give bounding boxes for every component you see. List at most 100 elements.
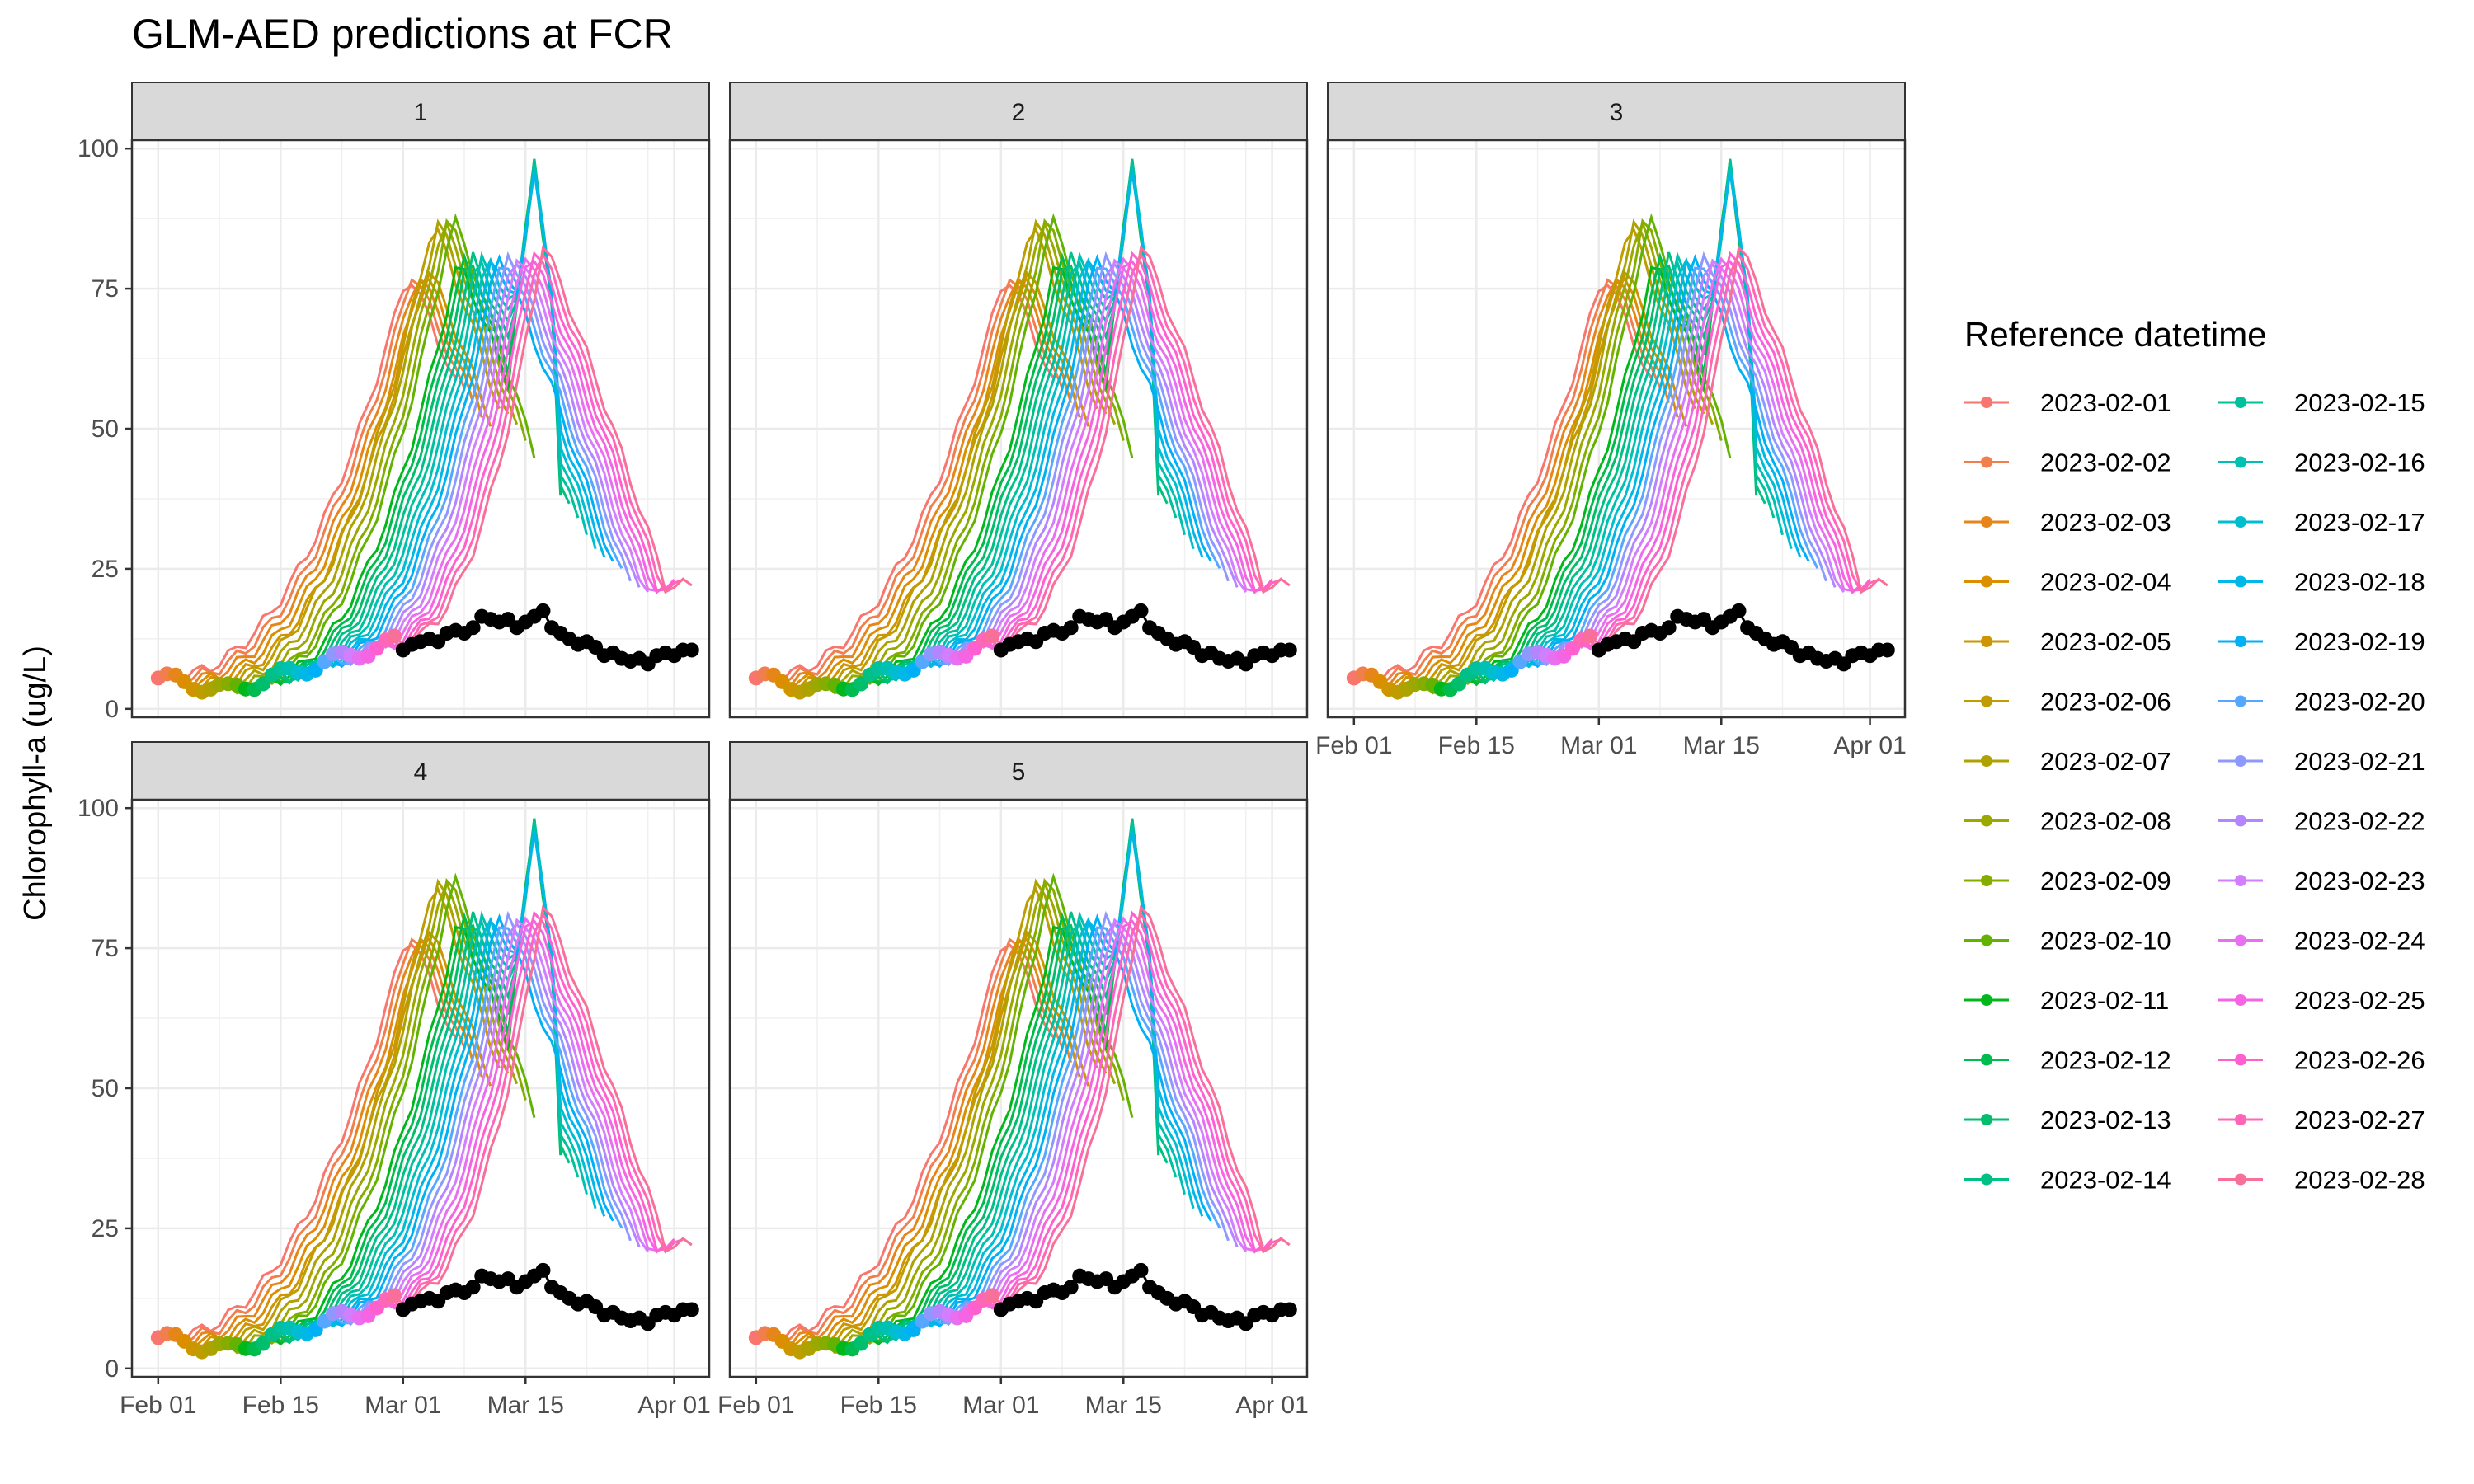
y-tick-label: 75 bbox=[92, 935, 119, 962]
legend-label: 2023-02-07 bbox=[2040, 747, 2171, 776]
forecast-line-2023-02-27 bbox=[983, 251, 1282, 650]
legend-item-2023-02-02: 2023-02-02 bbox=[1964, 448, 2171, 477]
legend-key-point bbox=[2235, 875, 2246, 886]
legend-label: 2023-02-04 bbox=[2040, 568, 2171, 597]
legend-item-2023-02-18: 2023-02-18 bbox=[2218, 568, 2425, 597]
x-tick-label: Feb 01 bbox=[1315, 732, 1392, 759]
legend-label: 2023-02-18 bbox=[2294, 568, 2425, 597]
forecast-start-point-2023-02-28 bbox=[387, 1288, 402, 1303]
legend-key-point bbox=[1981, 755, 1992, 767]
legend-label: 2023-02-02 bbox=[2040, 448, 2171, 477]
legend-key-point bbox=[2235, 815, 2246, 827]
legend-key-point bbox=[1981, 815, 1992, 827]
forecast-start-point-2023-02-28 bbox=[1583, 628, 1598, 644]
legend-item-2023-02-24: 2023-02-24 bbox=[2218, 927, 2425, 956]
panel-border bbox=[1326, 139, 1907, 719]
forecast-line-2023-02-23 bbox=[350, 258, 650, 664]
facet-panel-2: 2 bbox=[728, 82, 1309, 719]
forecast-line-2023-02-18 bbox=[904, 171, 1204, 675]
forecast-start-point-2023-02-28 bbox=[985, 628, 1000, 644]
legend-item-2023-02-13: 2023-02-13 bbox=[1964, 1106, 2171, 1134]
legend-item-2023-02-14: 2023-02-14 bbox=[1964, 1166, 2171, 1195]
forecast-line-2023-02-19 bbox=[912, 913, 1212, 1331]
x-tick-label: Mar 15 bbox=[1085, 1392, 1162, 1419]
y-tick-label: 25 bbox=[92, 556, 119, 583]
legend-label: 2023-02-06 bbox=[2040, 688, 2171, 716]
legend-item-2023-02-28: 2023-02-28 bbox=[2218, 1166, 2425, 1195]
forecast-line-2023-02-06 bbox=[200, 227, 501, 693]
forecast-line-2023-02-25 bbox=[965, 919, 1264, 1317]
forecast-line-2023-02-02 bbox=[166, 278, 466, 687]
forecast-line-2023-02-18 bbox=[904, 831, 1204, 1335]
legend-key-point bbox=[1981, 575, 1992, 588]
legend-item-2023-02-23: 2023-02-23 bbox=[2218, 866, 2425, 895]
legend-label: 2023-02-12 bbox=[2040, 1046, 2171, 1075]
panel-border bbox=[728, 798, 1309, 1378]
forecast-start-point-2023-02-28 bbox=[985, 1288, 1000, 1303]
forecast-line-2023-02-26 bbox=[375, 910, 675, 1309]
y-tick-label: 0 bbox=[105, 1355, 119, 1383]
y-tick-label: 100 bbox=[78, 795, 119, 822]
legend-item-2023-02-10: 2023-02-10 bbox=[1964, 927, 2171, 956]
forecast-line-2023-02-23 bbox=[350, 918, 650, 1323]
facet-strip-label: 5 bbox=[1012, 758, 1026, 786]
x-tick-label: Mar 01 bbox=[962, 1392, 1039, 1419]
y-tick-label: 50 bbox=[92, 1075, 119, 1102]
facet-panel-1: 1 0 25 50 75 100 bbox=[78, 82, 711, 723]
legend-label: 2023-02-21 bbox=[2294, 747, 2425, 776]
legend-label: 2023-02-25 bbox=[2294, 986, 2425, 1015]
x-tick-label: Feb 15 bbox=[840, 1392, 917, 1419]
legend-label: 2023-02-16 bbox=[2294, 448, 2425, 477]
forecast-line-2023-02-02 bbox=[166, 937, 466, 1346]
forecast-line-2023-02-25 bbox=[1563, 260, 1862, 657]
series-layer bbox=[748, 818, 1297, 1360]
x-tick-label: Feb 15 bbox=[242, 1392, 319, 1419]
y-tick-label: 25 bbox=[92, 1215, 119, 1242]
legend-key-point bbox=[2235, 575, 2246, 588]
forecast-line-2023-02-28 bbox=[991, 245, 1291, 647]
forecast-line-2023-02-19 bbox=[314, 913, 614, 1331]
legend-key-point bbox=[1981, 875, 1992, 886]
legend-item-2023-02-07: 2023-02-07 bbox=[1964, 747, 2171, 776]
y-tick-label: 100 bbox=[78, 135, 119, 162]
forecast-line-2023-02-18 bbox=[306, 831, 606, 1335]
legend-key-point bbox=[1981, 456, 1992, 468]
forecast-line-2023-02-04 bbox=[781, 937, 1081, 1350]
legend-key-point bbox=[2235, 636, 2246, 647]
legend-label: 2023-02-10 bbox=[2040, 927, 2171, 956]
legend-item-2023-02-12: 2023-02-12 bbox=[1964, 1046, 2171, 1075]
series-layer bbox=[150, 158, 699, 700]
legend-label: 2023-02-22 bbox=[2294, 807, 2425, 836]
legend-label: 2023-02-17 bbox=[2294, 508, 2425, 537]
forecast-line-2023-02-06 bbox=[798, 227, 1098, 693]
y-tick-label: 75 bbox=[92, 275, 119, 303]
legend-item-2023-02-22: 2023-02-22 bbox=[2218, 807, 2425, 836]
legend-key-point bbox=[1981, 934, 1992, 946]
legend-key-point bbox=[2235, 994, 2246, 1006]
legend-label: 2023-02-11 bbox=[2040, 986, 2169, 1015]
forecast-line-2023-02-24 bbox=[359, 916, 657, 1319]
y-tick-label: 50 bbox=[92, 416, 119, 443]
grid-lines bbox=[730, 140, 1307, 717]
series-layer bbox=[150, 818, 699, 1360]
forecast-line-2023-02-26 bbox=[375, 251, 675, 650]
forecast-line-2023-02-24 bbox=[359, 256, 657, 660]
facet-panel-5: 5 Feb 01 Feb 15 Mar 01 Mar 15 Apr 01 bbox=[717, 741, 1309, 1419]
forecast-line-2023-02-24 bbox=[1554, 256, 1853, 660]
x-tick-label: Mar 01 bbox=[1560, 732, 1637, 759]
series-layer bbox=[1346, 158, 1895, 700]
forecast-line-2023-02-23 bbox=[1545, 258, 1846, 664]
legend: Reference datetime 2023-02-012023-02-022… bbox=[1964, 315, 2425, 1195]
legend-label: 2023-02-24 bbox=[2294, 927, 2425, 956]
x-tick-label: Feb 15 bbox=[1438, 732, 1515, 759]
legend-key-point bbox=[1981, 397, 1992, 408]
x-tick-label: Feb 01 bbox=[120, 1392, 196, 1419]
observed-line bbox=[999, 1268, 1290, 1326]
forecast-line-2023-02-01 bbox=[157, 284, 457, 683]
forecast-line-2023-02-23 bbox=[948, 258, 1248, 664]
legend-label: 2023-02-14 bbox=[2040, 1166, 2171, 1195]
legend-item-2023-02-05: 2023-02-05 bbox=[1964, 627, 2171, 656]
facet-panel-4: 4 0 25 50 75 100 Feb 01 Feb 15 Mar 01 Mar 15 Apr 0… bbox=[78, 741, 711, 1419]
forecast-line-2023-02-25 bbox=[367, 919, 666, 1317]
legend-key-point bbox=[1981, 1114, 1992, 1125]
